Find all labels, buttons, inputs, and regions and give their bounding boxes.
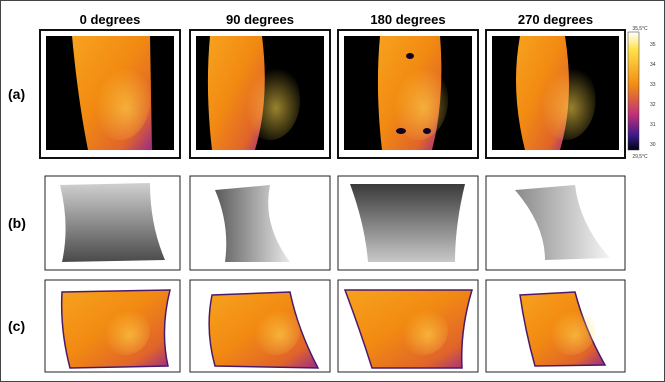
row-label: (a) bbox=[8, 86, 25, 102]
colorbar-bottom-label: 29,5°C bbox=[632, 154, 648, 160]
thermal-hotspot bbox=[90, 60, 150, 140]
colorbar-tick: 34 bbox=[650, 62, 656, 68]
textured-hotspot bbox=[250, 305, 300, 355]
depth-limb bbox=[350, 184, 465, 262]
column-header: 270 degrees bbox=[518, 12, 593, 27]
colorbar-tick: 31 bbox=[650, 122, 656, 128]
thermal-hotspot bbox=[240, 60, 300, 140]
figure: 0 degrees 90 degrees 180 degrees 270 degree… bbox=[0, 0, 665, 382]
colorbar-tick: 30 bbox=[650, 142, 656, 148]
colorbar-tick: 35 bbox=[650, 42, 656, 48]
marker bbox=[423, 128, 431, 134]
textured-hotspot bbox=[100, 305, 150, 355]
column-header: 90 degrees bbox=[226, 12, 294, 27]
textured-hotspot bbox=[546, 305, 596, 355]
column-header: 0 degrees bbox=[80, 12, 141, 27]
colorbar bbox=[628, 32, 639, 150]
thermal-hotspot bbox=[388, 60, 448, 140]
column-header: 180 degrees bbox=[370, 12, 445, 27]
row-label: (b) bbox=[8, 215, 26, 231]
marker bbox=[406, 53, 414, 59]
colorbar-tick: 33 bbox=[650, 82, 656, 88]
row-label: (c) bbox=[8, 318, 25, 334]
textured-hotspot bbox=[398, 305, 448, 355]
colorbar-tick: 32 bbox=[650, 102, 656, 108]
thermal-hotspot bbox=[536, 60, 596, 140]
depth-limb bbox=[60, 183, 165, 262]
colorbar-top-label: 35,5°C bbox=[632, 26, 648, 32]
marker bbox=[396, 128, 406, 134]
